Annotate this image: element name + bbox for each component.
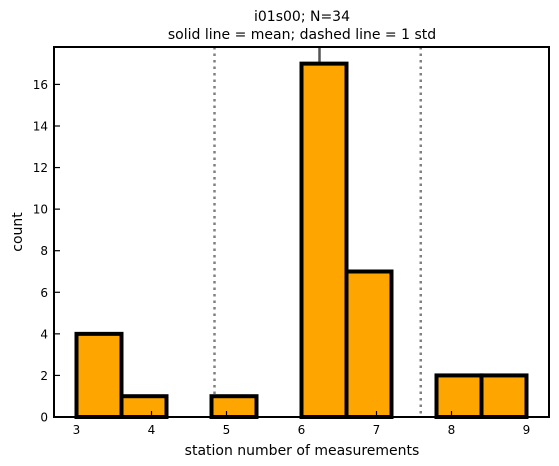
histogram-bar-3: [209, 394, 259, 419]
y-tick-label-12: 12: [33, 161, 48, 175]
histogram-bar-5: [299, 61, 349, 420]
chart-title-line1: i01s00; N=34: [254, 9, 350, 25]
x-tick-label-6: 6: [298, 423, 306, 437]
y-tick-label-2: 2: [40, 369, 48, 383]
plot-area: 3 4 5 6 7 8 9 0 2 4 6 8 10 12 14 16: [33, 46, 550, 437]
y-tick-label-10: 10: [33, 203, 48, 217]
y-tick-label-16: 16: [33, 78, 48, 92]
x-tick-label-5: 5: [223, 423, 231, 437]
histogram-bar-8: [434, 373, 484, 420]
histogram-bar-6: [344, 269, 394, 419]
histogram-bar-1: [119, 394, 169, 419]
y-tick-label-8: 8: [40, 244, 48, 258]
y-tick-label-6: 6: [40, 286, 48, 300]
x-tick-label-9: 9: [523, 423, 531, 437]
x-tick-label-4: 4: [148, 423, 156, 437]
histogram-bar-0: [74, 331, 124, 420]
y-tick-label-14: 14: [33, 119, 48, 133]
x-tick-label-7: 7: [373, 423, 381, 437]
chart-title-line2: solid line = mean; dashed line = 1 std: [168, 27, 436, 43]
x-tick-label-3: 3: [73, 423, 81, 437]
x-axis-label: station number of measurements: [185, 443, 420, 459]
y-axis-label: count: [10, 212, 26, 252]
x-tick-label-8: 8: [448, 423, 456, 437]
y-tick-label-4: 4: [40, 327, 48, 341]
y-tick-label-0: 0: [40, 411, 48, 425]
histogram-bar-9: [479, 373, 529, 420]
